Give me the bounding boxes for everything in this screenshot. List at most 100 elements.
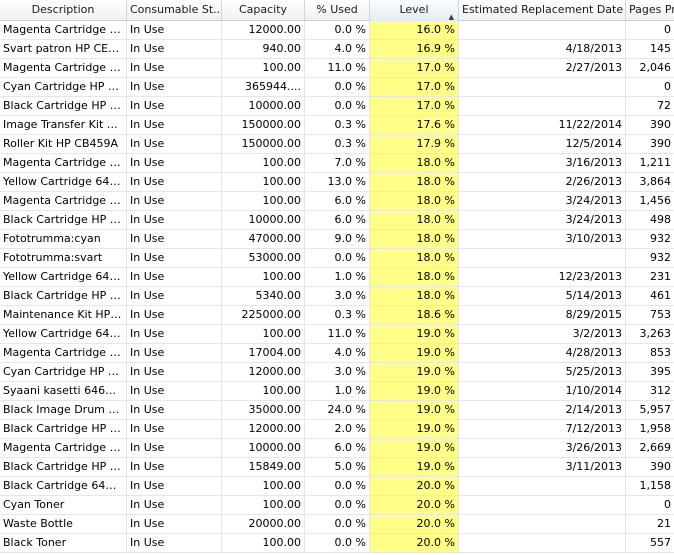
cell-replacement-date (459, 496, 626, 514)
cell-description: Maintenance Kit HP 11... (0, 306, 127, 324)
cell-level: 18.0 % (370, 249, 459, 267)
table-row[interactable]: Black Toner In Use 100.00 0.0 % 20.0 % 557 (0, 534, 674, 553)
table-row[interactable]: Maintenance Kit HP 11... In Use 225000.00 0… (0, 306, 674, 325)
cell-replacement-date: 2/26/2013 (459, 173, 626, 191)
cell-capacity: 20000.00 (222, 515, 305, 533)
cell-description: Magenta Cartridge HP ... (0, 21, 127, 39)
cell-replacement-date: 12/5/2014 (459, 135, 626, 153)
cell-capacity: 940.00 (222, 40, 305, 58)
table-row[interactable]: Magenta Cartridge HP ... In Use 12000.00 0.… (0, 21, 674, 40)
table-row[interactable]: Yellow Cartridge 646A ... In Use 100.00 11.… (0, 325, 674, 344)
cell-description: Yellow Cartridge 646A ... (0, 173, 127, 191)
cell-capacity: 100.00 (222, 382, 305, 400)
table-row[interactable]: Fototrumma:svart In Use 53000.00 0.0 % 18.0 … (0, 249, 674, 268)
table-row[interactable]: Svart patron HP CE505A In Use 940.00 4.0 % 1… (0, 40, 674, 59)
cell-status: In Use (127, 59, 222, 77)
cell-capacity: 365944.... (222, 78, 305, 96)
table-row[interactable]: Magenta Cartridge HP ... In Use 17004.00 4.… (0, 344, 674, 363)
table-row[interactable]: Black Cartridge HP Q6... In Use 12000.00 2.… (0, 420, 674, 439)
table-row[interactable]: Black Cartridge HP CC... In Use 10000.00 0.… (0, 97, 674, 116)
column-header-level[interactable]: Level ▲ (370, 0, 459, 21)
table-row[interactable]: Black Cartridge HP CC... In Use 10000.00 6.… (0, 211, 674, 230)
table-row[interactable]: Cyan Toner In Use 100.00 0.0 % 20.0 % 0 (0, 496, 674, 515)
table-row[interactable]: Syaani kasetti 646A H... In Use 100.00 1.0 … (0, 382, 674, 401)
cell-percent-used: 3.0 % (305, 363, 370, 381)
cell-level: 17.0 % (370, 59, 459, 77)
table-row[interactable]: Yellow Cartridge 646A ... In Use 100.00 1.0… (0, 268, 674, 287)
cell-percent-used: 11.0 % (305, 325, 370, 343)
cell-description: Syaani kasetti 646A H... (0, 382, 127, 400)
cell-percent-used: 0.0 % (305, 78, 370, 96)
cell-status: In Use (127, 154, 222, 172)
column-header-percent-used[interactable]: % Used (305, 0, 370, 21)
cell-description: Yellow Cartridge 646A ... (0, 325, 127, 343)
cell-pages-printed: 461 (650, 289, 671, 302)
cell-pages-printed: 3,864 (639, 175, 672, 188)
cell-pages-printed: 5,957 (639, 403, 672, 416)
table-row[interactable]: Magenta Cartridge HP ... In Use 10000.00 6.… (0, 439, 674, 458)
cell-capacity: 100.00 (222, 496, 305, 514)
cell-level: 18.0 % (370, 230, 459, 248)
table-row[interactable]: Yellow Cartridge 646A ... In Use 100.00 13.… (0, 173, 674, 192)
column-header-pages-printed[interactable]: Pages Printed (629, 3, 674, 16)
sort-ascending-icon: ▲ (448, 13, 454, 21)
cell-percent-used: 2.0 % (305, 420, 370, 438)
cell-level: 18.0 % (370, 173, 459, 191)
column-header-estimated-replacement-date[interactable]: Estimated Replacement Date (459, 0, 626, 21)
cell-description: Black Cartridge HP CB... (0, 458, 127, 476)
cell-replacement-date: 3/16/2013 (459, 154, 626, 172)
cell-level: 16.0 % (370, 21, 459, 39)
cell-level: 19.0 % (370, 344, 459, 362)
cell-percent-used: 0.0 % (305, 515, 370, 533)
cell-status: In Use (127, 306, 222, 324)
cell-capacity: 35000.00 (222, 401, 305, 419)
cell-replacement-date (459, 21, 626, 39)
cell-capacity: 100.00 (222, 477, 305, 495)
table-row[interactable]: Fototrumma:cyan In Use 47000.00 9.0 % 18.0 %… (0, 230, 674, 249)
cell-description: Black Cartridge HP Q6... (0, 420, 127, 438)
cell-capacity: 100.00 (222, 173, 305, 191)
table-row[interactable]: Cyan Cartridge HP CC... In Use 365944.... 0… (0, 78, 674, 97)
cell-pages-printed: 0 (664, 80, 671, 93)
cell-status: In Use (127, 515, 222, 533)
cell-level: 19.0 % (370, 325, 459, 343)
cell-description: Svart patron HP CE505A (0, 40, 127, 58)
cell-replacement-date: 3/11/2013 (459, 458, 626, 476)
cell-status: In Use (127, 534, 222, 552)
cell-percent-used: 6.0 % (305, 439, 370, 457)
column-header-consumable-status[interactable]: Consumable St... (127, 0, 222, 21)
cell-capacity: 17004.00 (222, 344, 305, 362)
cell-level: 19.0 % (370, 458, 459, 476)
cell-level: 20.0 % (370, 515, 459, 533)
cell-replacement-date (459, 515, 626, 533)
cell-capacity: 53000.00 (222, 249, 305, 267)
table-row[interactable]: Cyan Cartridge HP Q6... In Use 12000.00 3.0… (0, 363, 674, 382)
cell-replacement-date (459, 78, 626, 96)
table-row[interactable]: Black Image Drum HP ... In Use 35000.00 24.… (0, 401, 674, 420)
cell-percent-used: 0.0 % (305, 249, 370, 267)
cell-capacity: 100.00 (222, 534, 305, 552)
table-row[interactable]: Magenta Cartridge 64... In Use 100.00 7.0 %… (0, 154, 674, 173)
cell-pages-printed: 145 (650, 42, 671, 55)
table-row[interactable]: Roller Kit HP CB459A In Use 150000.00 0.3 %… (0, 135, 674, 154)
cell-level: 20.0 % (370, 496, 459, 514)
table-row[interactable]: Magenta Cartridge 64... In Use 100.00 6.0 %… (0, 192, 674, 211)
table-row[interactable]: Image Transfer Kit HP ... In Use 150000.00… (0, 116, 674, 135)
table-row[interactable]: Magenta Cartridge 64... In Use 100.00 11.0 … (0, 59, 674, 78)
table-row[interactable]: Black Cartridge HP CB... In Use 15849.00 5.… (0, 458, 674, 477)
cell-description: Black Toner (0, 534, 127, 552)
table-row[interactable]: Waste Bottle In Use 20000.00 0.0 % 20.0 % 21 (0, 515, 674, 534)
table-row[interactable]: Black Cartridge HP CE... In Use 5340.00 3.0… (0, 287, 674, 306)
cell-status: In Use (127, 287, 222, 305)
cell-percent-used: 0.3 % (305, 135, 370, 153)
column-header-capacity[interactable]: Capacity (222, 0, 305, 21)
column-header-description[interactable]: Description (0, 0, 127, 21)
cell-status: In Use (127, 78, 222, 96)
cell-capacity: 100.00 (222, 325, 305, 343)
cell-pages-printed: 557 (650, 536, 671, 549)
cell-replacement-date: 2/27/2013 (459, 59, 626, 77)
cell-description: Cyan Cartridge HP CC... (0, 78, 127, 96)
table-row[interactable]: Black Cartridge 646X H...In Use100.000.0… (0, 477, 674, 496)
cell-capacity: 225000.00 (222, 306, 305, 324)
